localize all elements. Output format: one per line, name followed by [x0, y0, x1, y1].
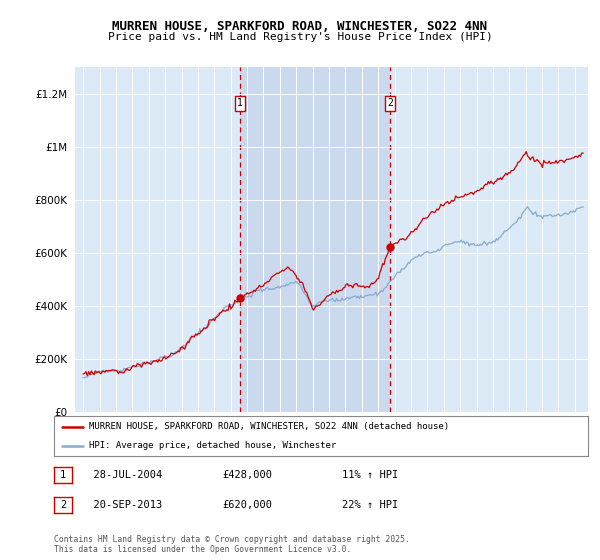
Text: £620,000: £620,000: [222, 500, 272, 510]
Text: 2: 2: [60, 500, 66, 510]
Text: MURREN HOUSE, SPARKFORD ROAD, WINCHESTER, SO22 4NN (detached house): MURREN HOUSE, SPARKFORD ROAD, WINCHESTER…: [89, 422, 449, 431]
Text: 11% ↑ HPI: 11% ↑ HPI: [342, 470, 398, 480]
Text: £428,000: £428,000: [222, 470, 272, 480]
Text: 2: 2: [387, 99, 393, 109]
Text: HPI: Average price, detached house, Winchester: HPI: Average price, detached house, Winc…: [89, 441, 336, 450]
Bar: [240, 67, 390, 412]
Text: Contains HM Land Registry data © Crown copyright and database right 2025.
This d: Contains HM Land Registry data © Crown c…: [54, 535, 410, 554]
Text: Price paid vs. HM Land Registry's House Price Index (HPI): Price paid vs. HM Land Registry's House …: [107, 32, 493, 43]
Text: 20-SEP-2013: 20-SEP-2013: [81, 500, 162, 510]
Text: 1: 1: [60, 470, 66, 480]
Text: 22% ↑ HPI: 22% ↑ HPI: [342, 500, 398, 510]
Text: 28-JUL-2004: 28-JUL-2004: [81, 470, 162, 480]
Text: 1: 1: [237, 99, 243, 109]
Text: MURREN HOUSE, SPARKFORD ROAD, WINCHESTER, SO22 4NN: MURREN HOUSE, SPARKFORD ROAD, WINCHESTER…: [113, 20, 487, 32]
